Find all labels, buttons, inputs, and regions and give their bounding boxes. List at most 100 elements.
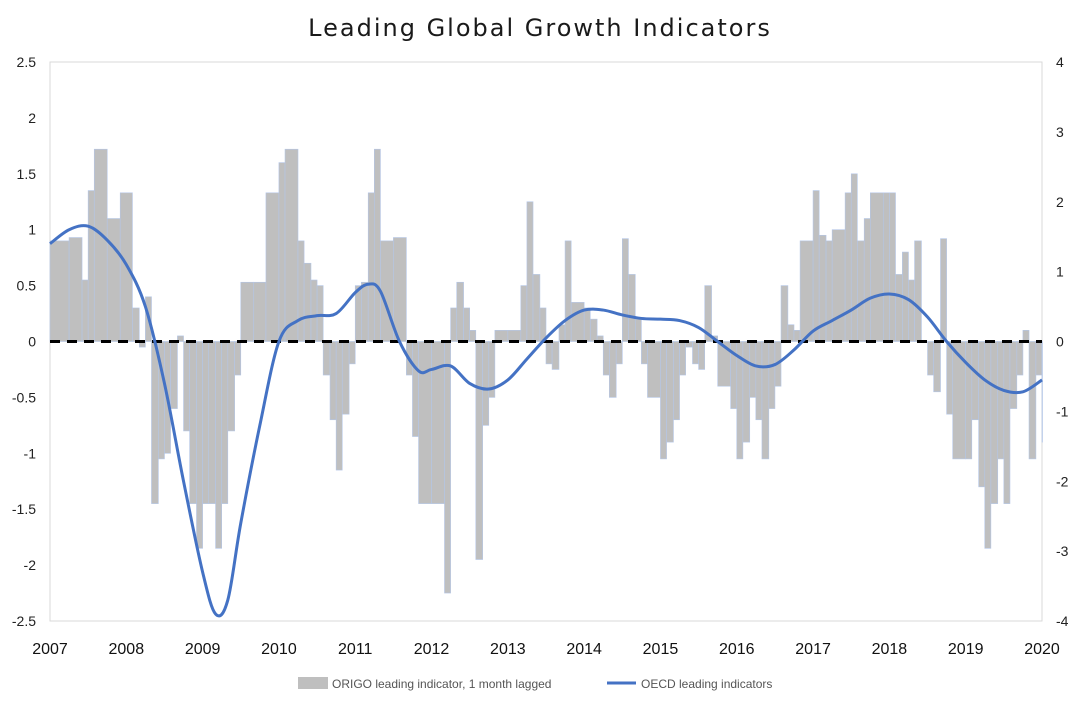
origo-bar xyxy=(303,262,312,342)
origo-bar xyxy=(354,285,362,342)
origo-bar xyxy=(1003,341,1011,504)
origo-bar xyxy=(570,302,585,342)
x-tick-label: 2011 xyxy=(338,641,373,658)
y-left-axis: 2.5 2 1.5 1 0.5 0 -0.5 -1 -1.5 -2 -2.5 xyxy=(12,54,36,629)
origo-bar xyxy=(227,341,235,432)
y-left-tick-label: -0.5 xyxy=(12,389,36,405)
origo-bar xyxy=(863,218,871,342)
origo-bar xyxy=(297,240,305,342)
x-tick-label: 2018 xyxy=(872,641,908,658)
origo-bar xyxy=(641,341,648,365)
origo-bar xyxy=(997,341,1005,460)
origo-bar xyxy=(1016,341,1024,376)
origo-bar xyxy=(673,341,680,421)
x-tick-label: 2020 xyxy=(1024,641,1060,658)
y-right-tick-label: 1 xyxy=(1056,264,1064,280)
origo-bar xyxy=(106,218,121,342)
origo-bar xyxy=(507,330,522,342)
origo-bar xyxy=(202,341,210,504)
origo-bar xyxy=(412,341,419,437)
origo-bar xyxy=(341,341,350,415)
y-right-tick-label: 3 xyxy=(1056,124,1064,140)
origo-bar xyxy=(189,341,197,504)
y-right-tick-label: 4 xyxy=(1056,54,1064,70)
origo-bar xyxy=(761,341,770,460)
origo-bar xyxy=(532,274,541,342)
origo-bar xyxy=(284,148,299,342)
origo-bar xyxy=(469,330,477,342)
origo-bar xyxy=(551,341,560,370)
origo-bar xyxy=(583,307,591,342)
x-tick-label: 2017 xyxy=(795,641,831,658)
origo-bar xyxy=(265,192,280,342)
y-left-tick-label: 2 xyxy=(28,110,36,126)
y-left-tick-label: 0 xyxy=(28,334,36,350)
origo-bar xyxy=(329,341,337,421)
origo-bar xyxy=(361,281,369,342)
y-left-tick-label: 1.5 xyxy=(17,166,37,182)
origo-bar xyxy=(177,335,184,342)
origo-bar xyxy=(526,201,534,342)
legend: ORIGO leading indicator, 1 month lagged … xyxy=(298,677,772,691)
origo-bar xyxy=(589,318,598,342)
origo-bar xyxy=(749,341,757,398)
origo-bar xyxy=(482,341,490,426)
origo-bar xyxy=(240,281,255,342)
origo-bar xyxy=(520,285,528,342)
origo-bar xyxy=(322,341,331,376)
origo-bar xyxy=(882,192,890,342)
origo-bar xyxy=(609,341,617,398)
origo-bar xyxy=(215,341,222,549)
origo-bar xyxy=(787,324,795,342)
origo-bar xyxy=(895,274,903,342)
origo-bar xyxy=(971,341,979,421)
origo-bar xyxy=(666,341,674,443)
origo-bar xyxy=(234,341,242,376)
origo-bar xyxy=(49,240,70,342)
origo-bar xyxy=(914,240,922,342)
x-tick-label: 2016 xyxy=(719,641,755,658)
x-tick-label: 2015 xyxy=(643,641,679,658)
origo-bar xyxy=(812,190,820,342)
origo-bar xyxy=(825,240,833,342)
x-tick-label: 2012 xyxy=(414,641,450,658)
origo-bar xyxy=(463,307,470,342)
origo-bar xyxy=(940,238,947,342)
origo-bar xyxy=(132,307,140,342)
origo-bar xyxy=(793,330,801,342)
origo-bar xyxy=(692,341,699,365)
origo-bar xyxy=(1022,330,1030,342)
origo-bar xyxy=(857,240,865,342)
origo-bar xyxy=(367,192,375,342)
y-right-tick-label: 0 xyxy=(1056,334,1064,350)
origo-bar xyxy=(622,238,629,342)
y-left-tick-label: 2.5 xyxy=(17,54,37,70)
origo-bars xyxy=(49,148,1043,594)
origo-bar xyxy=(628,274,636,342)
origo-bar xyxy=(927,341,934,376)
origo-bar xyxy=(704,285,712,342)
origo-bar xyxy=(208,341,216,504)
origo-bar xyxy=(418,341,432,504)
origo-bar xyxy=(545,341,553,365)
oecd-line xyxy=(49,224,1043,618)
origo-bar xyxy=(539,307,547,342)
origo-bar xyxy=(602,341,610,376)
x-tick-label: 2014 xyxy=(566,641,602,658)
origo-bar xyxy=(494,330,509,342)
y-left-tick-label: -1.5 xyxy=(12,501,36,517)
origo-bar xyxy=(1035,341,1043,376)
origo-bar xyxy=(946,341,954,415)
x-axis: 2007 2008 2009 2010 2011 2012 2013 2014 2015 2016… xyxy=(32,641,1060,658)
origo-bar xyxy=(93,148,108,342)
x-tick-label: 2013 xyxy=(490,641,526,658)
origo-bar xyxy=(253,281,267,342)
origo-bar xyxy=(889,192,896,342)
origo-bar xyxy=(844,192,852,342)
origo-bar xyxy=(348,341,356,365)
y-right-tick-label: -2 xyxy=(1056,473,1069,489)
origo-bar xyxy=(488,341,496,398)
legend-bar-swatch xyxy=(298,677,328,689)
origo-bar xyxy=(68,237,83,342)
